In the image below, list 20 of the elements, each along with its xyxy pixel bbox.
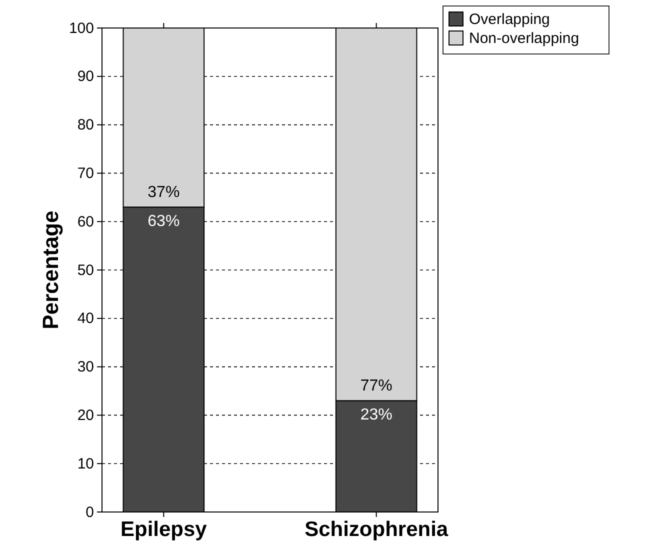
data-label: 23% <box>360 406 392 424</box>
y-tick-label: 100 <box>68 20 94 37</box>
x-tick-label: Schizophrenia <box>304 518 448 541</box>
y-tick-label: 0 <box>86 504 94 521</box>
y-tick-label: 80 <box>77 116 94 134</box>
x-tick-label: Epilepsy <box>120 518 208 541</box>
y-tick-label: 40 <box>77 310 94 328</box>
y-axis-title: Percentage <box>38 210 63 330</box>
data-label: 37% <box>148 184 180 202</box>
legend-label: Non-overlapping <box>469 30 580 47</box>
y-tick-label: 90 <box>77 68 94 86</box>
data-label: 63% <box>148 213 180 230</box>
y-tick-label: 10 <box>77 455 94 472</box>
y-tick-label: 50 <box>77 262 94 279</box>
legend-label: Overlapping <box>469 11 550 28</box>
y-tick-label: 70 <box>77 165 94 182</box>
y-tick-label: 30 <box>77 358 94 376</box>
data-label: 77% <box>360 378 392 395</box>
y-tick-label: 20 <box>77 407 94 424</box>
y-tick-label: 60 <box>77 213 94 230</box>
